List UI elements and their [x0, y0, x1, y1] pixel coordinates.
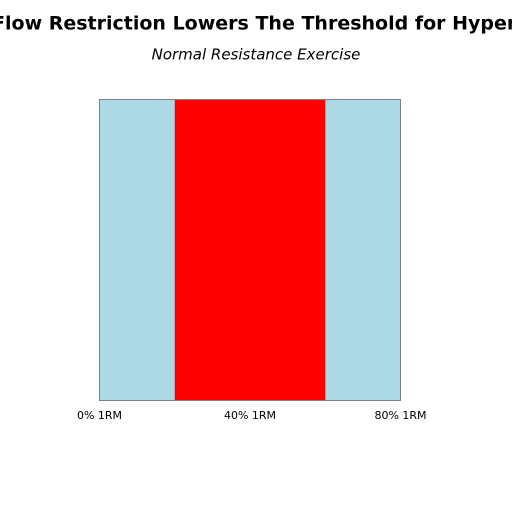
plot-frame: [99, 99, 401, 401]
x-tick-label: 0% 1RM: [77, 409, 122, 422]
chart-subtitle: Normal Resistance Exercise: [152, 46, 361, 64]
band: [174, 99, 326, 401]
x-tick-label: 80% 1RM: [374, 409, 426, 422]
chart-title: Blood Flow Restriction Lowers The Thresh…: [0, 13, 512, 35]
x-tick-label: 40% 1RM: [224, 409, 276, 422]
